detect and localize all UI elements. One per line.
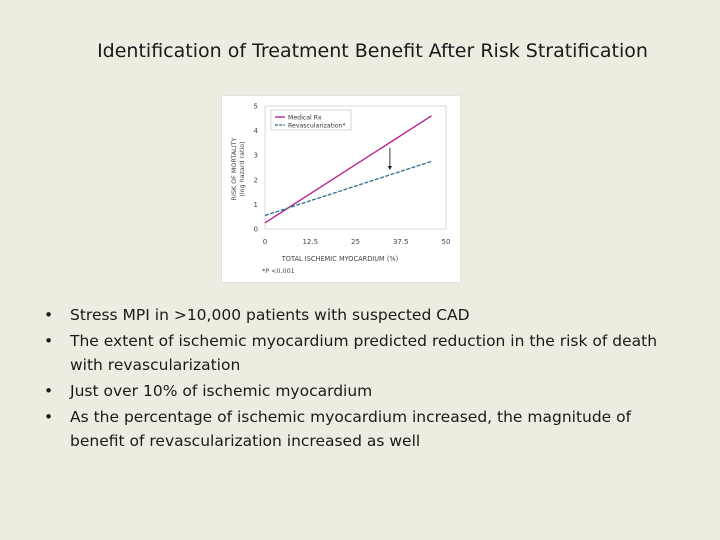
y-tick-label: 4 bbox=[254, 127, 259, 135]
y-axis-sublabel: (log hazard ratio) bbox=[238, 141, 246, 196]
bullet-item: • The extent of ischemic myocardium predi… bbox=[44, 329, 684, 377]
y-tick-label: 3 bbox=[254, 152, 258, 160]
bullet-text: Just over 10% of ischemic myocardium bbox=[70, 382, 373, 400]
bullet-marker: • bbox=[44, 332, 54, 350]
x-tick-label: 37.5 bbox=[393, 238, 409, 246]
bullet-item: • As the percentage of ischemic myocardiu… bbox=[44, 405, 684, 453]
legend-label: Revascularization* bbox=[288, 122, 346, 129]
x-tick-label: 12.5 bbox=[302, 238, 318, 246]
legend-box bbox=[270, 109, 352, 131]
x-tick-label: 50 bbox=[442, 238, 451, 246]
y-tick-label: 1 bbox=[254, 201, 258, 209]
annotation-arrow-head bbox=[387, 165, 393, 170]
y-axis-label: RISK OF MORTALITY bbox=[230, 137, 238, 200]
chart-footnote: *P <0.001 bbox=[262, 267, 295, 275]
bullet-marker: • bbox=[44, 382, 54, 400]
bullet-text: The extent of ischemic myocardium predic… bbox=[70, 332, 658, 374]
y-tick-label: 5 bbox=[254, 103, 258, 111]
bullet-text: Stress MPI in >10,000 patients with susp… bbox=[70, 306, 470, 324]
y-tick-label: 2 bbox=[254, 176, 258, 184]
bullet-item: • Just over 10% of ischemic myocardium bbox=[44, 379, 684, 403]
bullet-text: As the percentage of ischemic myocardium… bbox=[70, 408, 632, 450]
risk-chart: RISK OF MORTALITY (log hazard ratio) 012… bbox=[230, 103, 451, 276]
bullet-marker: • bbox=[44, 408, 54, 426]
slide-title: Identification of Treatment Benefit Afte… bbox=[97, 40, 648, 62]
x-axis-label: TOTAL ISCHEMIC MYOCARDIUM (%) bbox=[281, 255, 399, 263]
bullet-list: • Stress MPI in >10,000 patients with sus… bbox=[44, 303, 684, 455]
bullet-marker: • bbox=[44, 306, 54, 324]
bullet-item: • Stress MPI in >10,000 patients with sus… bbox=[44, 303, 684, 327]
x-tick-label: 25 bbox=[351, 238, 360, 246]
series-line-medical-rx bbox=[264, 115, 432, 224]
series-line-revascularization bbox=[264, 160, 432, 217]
x-tick-label: 0 bbox=[263, 238, 267, 246]
legend-label: Medical Rx bbox=[288, 114, 322, 121]
y-tick-label: 0 bbox=[254, 226, 258, 234]
